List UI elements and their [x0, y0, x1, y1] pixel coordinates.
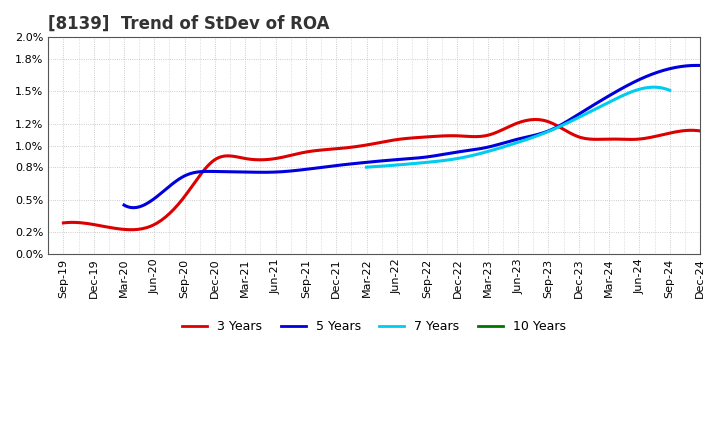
- 3 Years: [440, 133, 449, 139]
- 7 Years: [541, 130, 550, 135]
- 3 Years: [600, 136, 608, 142]
- 5 Years: [122, 203, 130, 209]
- 5 Years: [692, 63, 701, 68]
- 3 Years: [451, 133, 459, 138]
- 5 Years: [644, 73, 652, 78]
- 5 Years: [462, 148, 471, 153]
- 5 Years: [120, 202, 128, 208]
- Text: [8139]  Trend of StDev of ROA: [8139] Trend of StDev of ROA: [48, 15, 330, 33]
- 5 Years: [696, 63, 704, 68]
- 3 Years: [438, 133, 446, 139]
- 5 Years: [130, 205, 138, 210]
- 7 Years: [543, 129, 552, 135]
- 7 Years: [363, 165, 372, 170]
- 7 Years: [665, 88, 674, 93]
- Line: 3 Years: 3 Years: [63, 120, 700, 230]
- 3 Years: [61, 220, 70, 225]
- 3 Years: [127, 227, 136, 232]
- Legend: 3 Years, 5 Years, 7 Years, 10 Years: 3 Years, 5 Years, 7 Years, 10 Years: [177, 315, 572, 338]
- Line: 5 Years: 5 Years: [124, 66, 700, 208]
- 3 Years: [532, 117, 541, 122]
- 7 Years: [649, 84, 658, 90]
- 7 Years: [548, 127, 557, 132]
- 3 Years: [59, 220, 68, 226]
- 5 Years: [474, 147, 483, 152]
- 3 Years: [696, 128, 704, 134]
- 5 Years: [464, 148, 473, 153]
- 7 Years: [618, 93, 626, 99]
- 7 Years: [362, 165, 371, 170]
- 5 Years: [607, 92, 616, 97]
- 3 Years: [640, 136, 649, 141]
- 7 Years: [637, 86, 646, 92]
- Line: 7 Years: 7 Years: [366, 87, 670, 167]
